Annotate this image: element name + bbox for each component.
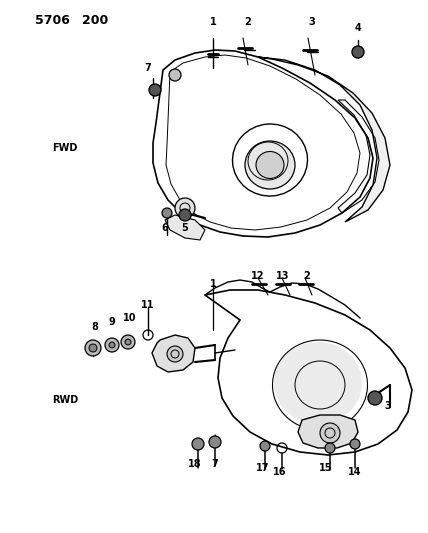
Text: 6: 6 <box>162 223 168 233</box>
Polygon shape <box>298 415 358 448</box>
Text: 200: 200 <box>82 14 108 27</box>
Text: 11: 11 <box>141 300 155 310</box>
Text: 13: 13 <box>276 271 290 281</box>
Text: 9: 9 <box>109 317 116 327</box>
Circle shape <box>209 436 221 448</box>
Circle shape <box>125 339 131 345</box>
Text: 7: 7 <box>145 63 152 73</box>
Text: 8: 8 <box>92 322 98 332</box>
Polygon shape <box>205 290 412 455</box>
Circle shape <box>260 441 270 451</box>
Text: 15: 15 <box>319 463 333 473</box>
Text: 4: 4 <box>355 23 361 33</box>
Text: 5: 5 <box>181 223 188 233</box>
Ellipse shape <box>245 141 295 189</box>
Circle shape <box>109 342 115 348</box>
Text: 12: 12 <box>251 271 265 281</box>
Polygon shape <box>153 50 373 237</box>
Circle shape <box>169 69 181 81</box>
Circle shape <box>89 344 97 352</box>
Text: 5706: 5706 <box>35 14 70 27</box>
Text: RWD: RWD <box>52 395 78 405</box>
Circle shape <box>175 198 195 218</box>
Text: 1: 1 <box>210 279 217 289</box>
Polygon shape <box>165 215 205 240</box>
Text: FWD: FWD <box>52 143 77 153</box>
Polygon shape <box>152 335 195 372</box>
Text: 2: 2 <box>245 17 251 27</box>
Circle shape <box>325 443 335 453</box>
Text: 17: 17 <box>256 463 270 473</box>
Ellipse shape <box>274 342 362 424</box>
Ellipse shape <box>256 151 284 179</box>
Text: 1: 1 <box>210 17 217 27</box>
Circle shape <box>350 439 360 449</box>
Circle shape <box>167 346 183 362</box>
Text: 14: 14 <box>348 467 362 477</box>
Text: 10: 10 <box>123 313 137 323</box>
Circle shape <box>105 338 119 352</box>
Polygon shape <box>258 57 390 222</box>
Circle shape <box>368 391 382 405</box>
Circle shape <box>352 46 364 58</box>
Text: 2: 2 <box>303 271 310 281</box>
Text: 3: 3 <box>309 17 315 27</box>
Circle shape <box>149 84 161 96</box>
Circle shape <box>121 335 135 349</box>
Text: 7: 7 <box>211 459 218 469</box>
Circle shape <box>85 340 101 356</box>
Text: 3: 3 <box>385 401 391 411</box>
Circle shape <box>179 209 191 221</box>
Circle shape <box>320 423 340 443</box>
Circle shape <box>162 208 172 218</box>
Text: 18: 18 <box>188 459 202 469</box>
Circle shape <box>192 438 204 450</box>
Text: 16: 16 <box>273 467 287 477</box>
